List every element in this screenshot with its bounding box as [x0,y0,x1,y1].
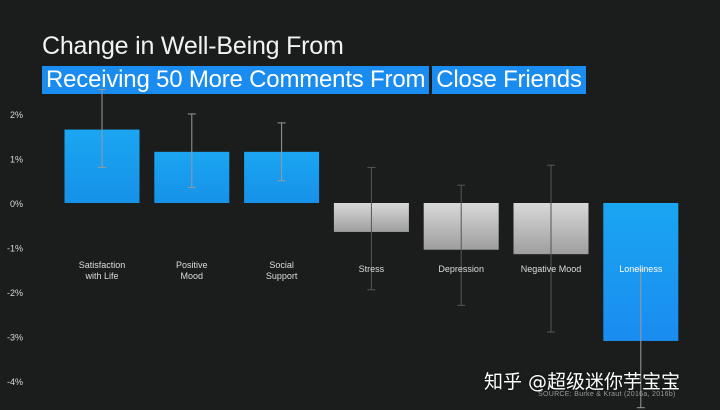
watermark: 知乎 @超级迷你芋宝宝 [484,371,681,393]
y-tick-label: -4% [7,377,23,387]
category-label: Loneliness [619,264,663,274]
category-label: Stress [359,264,385,274]
category-label: Negative Mood [521,264,582,274]
title-highlight-1: Receiving 50 More Comments From [42,66,430,94]
source-note: SOURCE: Burke & Kraut (2016a, 2016b) [538,391,676,398]
chart-title-line1: Change in Well-Being From [42,32,344,60]
title-highlight-2: Close Friends [432,66,586,94]
y-tick-label: 0% [10,199,23,209]
y-tick-label: 1% [10,155,23,165]
chart-title-line2: Receiving 50 More Comments From Close Fri… [42,66,586,94]
y-tick-label: 2% [10,110,23,120]
y-tick-label: -3% [7,333,23,343]
category-label: Positive Mood [176,260,208,281]
category-label: Depression [438,264,484,274]
y-tick-label: -1% [7,244,23,254]
y-tick-label: -2% [7,288,23,298]
category-label: Satisfaction with Life [79,260,126,281]
category-label: Social Support [266,260,298,281]
